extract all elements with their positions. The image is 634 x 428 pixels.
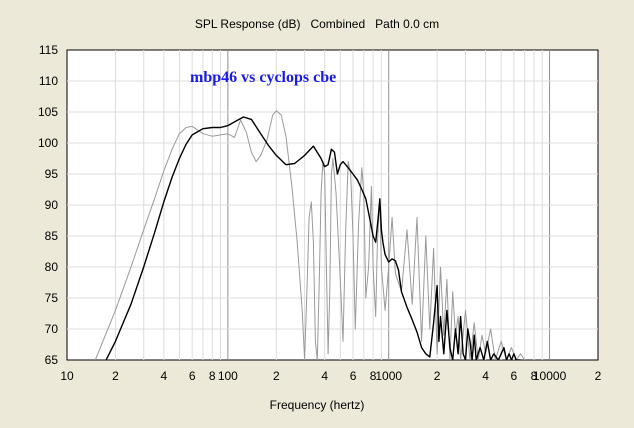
x-tick-label: 10000	[533, 369, 567, 383]
x-tick-label: 10	[60, 369, 74, 383]
x-tick-label: 100	[218, 369, 238, 383]
chart-annotation: mbp46 vs cyclops cbe	[190, 69, 336, 86]
y-tick-label: 70	[45, 322, 59, 336]
x-axis-label: Frequency (hertz)	[270, 398, 365, 412]
series-line-2	[94, 110, 526, 360]
series-lines	[94, 110, 526, 360]
y-tick-label: 95	[45, 167, 59, 181]
x-tick-label: 2	[273, 369, 280, 383]
y-tick-label: 110	[39, 74, 58, 88]
x-tick-label: 8	[209, 369, 216, 383]
y-tick-label: 100	[38, 136, 58, 150]
x-tick-label: 2	[595, 369, 602, 383]
x-tick-label: 2	[112, 369, 119, 383]
x-tick-label: 4	[482, 369, 489, 383]
x-tick-label: 4	[161, 369, 168, 383]
x-tick-label: 6	[189, 369, 196, 383]
x-tick-label: 8	[531, 369, 538, 383]
y-tick-label: 90	[45, 198, 59, 212]
x-tick-label: 4	[321, 369, 328, 383]
x-tick-label: 6	[511, 369, 518, 383]
grid-lines	[67, 50, 598, 360]
x-tick-label: 8	[370, 369, 377, 383]
y-tick-label: 75	[45, 291, 59, 305]
y-tick-label: 80	[45, 260, 59, 274]
x-tick-label: 6	[350, 369, 357, 383]
y-tick-label: 85	[45, 229, 59, 243]
y-tick-label: 115	[39, 43, 58, 57]
x-tick-label: 2	[434, 369, 441, 383]
x-tick-label: 1000	[375, 369, 402, 383]
y-tick-label: 105	[38, 105, 58, 119]
y-tick-label: 65	[45, 353, 59, 367]
series-line-1	[105, 116, 521, 360]
chart-title: SPL Response (dB) Combined Path 0.0 cm	[195, 17, 439, 31]
